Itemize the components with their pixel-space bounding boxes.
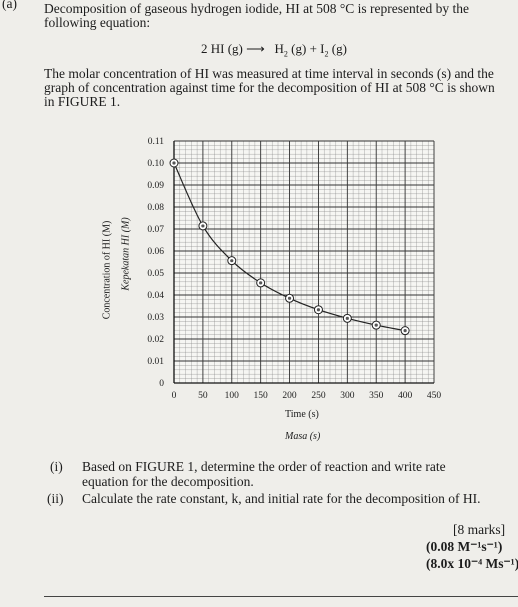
bottom-rule — [44, 596, 518, 597]
y-tick-label: 0.05 — [147, 269, 164, 279]
x-tick-label: 100 — [225, 391, 240, 401]
x-axis-label: Time (s) — [285, 409, 319, 420]
y-tick-label: 0.11 — [148, 137, 165, 147]
y-axis-label: Concentration of HI (M) — [101, 220, 113, 320]
para-line-2: graph of concentration against time for … — [44, 80, 495, 95]
para-line-3: in FIGURE 1. — [44, 94, 121, 109]
sub-i-line-2: equation for the decomposition. — [82, 474, 254, 489]
x-axis-label-alt: Masa (s) — [285, 431, 321, 442]
y-axis-label-alt: Kepekatan HI (M) — [120, 217, 132, 291]
sub-i-label: (i) — [50, 459, 63, 474]
data-point-center — [201, 224, 205, 228]
y-tick-label: 0 — [159, 379, 164, 389]
sub-i-line-1: Based on FIGURE 1, determine the order o… — [82, 459, 446, 474]
para-line-1: The molar concentration of HI was measur… — [44, 66, 494, 81]
sub-ii-text: Calculate the rate constant, k, and init… — [82, 491, 481, 506]
equation-h2: H — [274, 41, 284, 56]
y-tick-label: 0.09 — [147, 181, 164, 191]
x-tick-label: 400 — [398, 391, 413, 401]
x-tick-label: 450 — [427, 391, 442, 401]
y-tick-label: 0.04 — [147, 291, 164, 301]
answer-rate-constant: (0.08 M⁻¹s⁻¹) — [426, 539, 503, 554]
equation-mid: (g) + I — [287, 41, 325, 56]
data-point-center — [316, 308, 321, 312]
data-point-center — [345, 316, 349, 320]
plot-background — [174, 141, 434, 383]
intro-line-2: following equation: — [44, 15, 151, 30]
y-tick-label: 0.03 — [147, 313, 164, 323]
y-tick-label: 0.08 — [147, 203, 164, 213]
intro-line-1: Decomposition of gaseous hydrogen iodide… — [44, 1, 469, 16]
part-label: (a) — [2, 0, 17, 11]
x-tick-label: 350 — [369, 391, 384, 401]
x-tick-label: 300 — [340, 391, 355, 401]
marks-label: [8 marks] — [453, 522, 506, 537]
data-point-center — [259, 281, 263, 285]
data-points-layer — [169, 158, 410, 336]
data-point-center — [172, 161, 176, 165]
minor-grid — [173, 140, 435, 384]
y-tick-label: 0.07 — [147, 225, 164, 235]
x-tick-label: 250 — [311, 391, 326, 401]
reaction-equation: 2 HI (g) ⟶ H2 (g) + I2 (g) — [201, 41, 347, 59]
equation-tail: (g) — [328, 41, 347, 56]
y-tick-label: 0.10 — [147, 159, 164, 169]
x-tick-label: 50 — [198, 391, 208, 401]
data-point-center — [403, 329, 407, 333]
data-point-center — [374, 323, 378, 327]
y-tick-label: 0.01 — [147, 357, 164, 367]
x-tick-label: 0 — [172, 391, 177, 401]
y-tick-label: 0.06 — [147, 247, 164, 257]
sub-ii-label: (ii) — [47, 491, 64, 506]
tick-labels-layer: 0 50 100 150 200 250 300 350 400 450 0 0.01 0.02 0.03… — [147, 137, 441, 401]
axes — [173, 141, 434, 384]
y-tick-label: 0.02 — [147, 335, 164, 345]
data-point-center — [230, 259, 234, 263]
data-point-center — [287, 296, 292, 300]
x-tick-label: 150 — [254, 391, 269, 401]
answer-initial-rate: (8.0x 10⁻⁴ Ms⁻¹) — [426, 556, 518, 571]
x-tick-label: 200 — [282, 391, 297, 401]
equation-reactant: 2 HI (g) ⟶ — [201, 41, 265, 56]
